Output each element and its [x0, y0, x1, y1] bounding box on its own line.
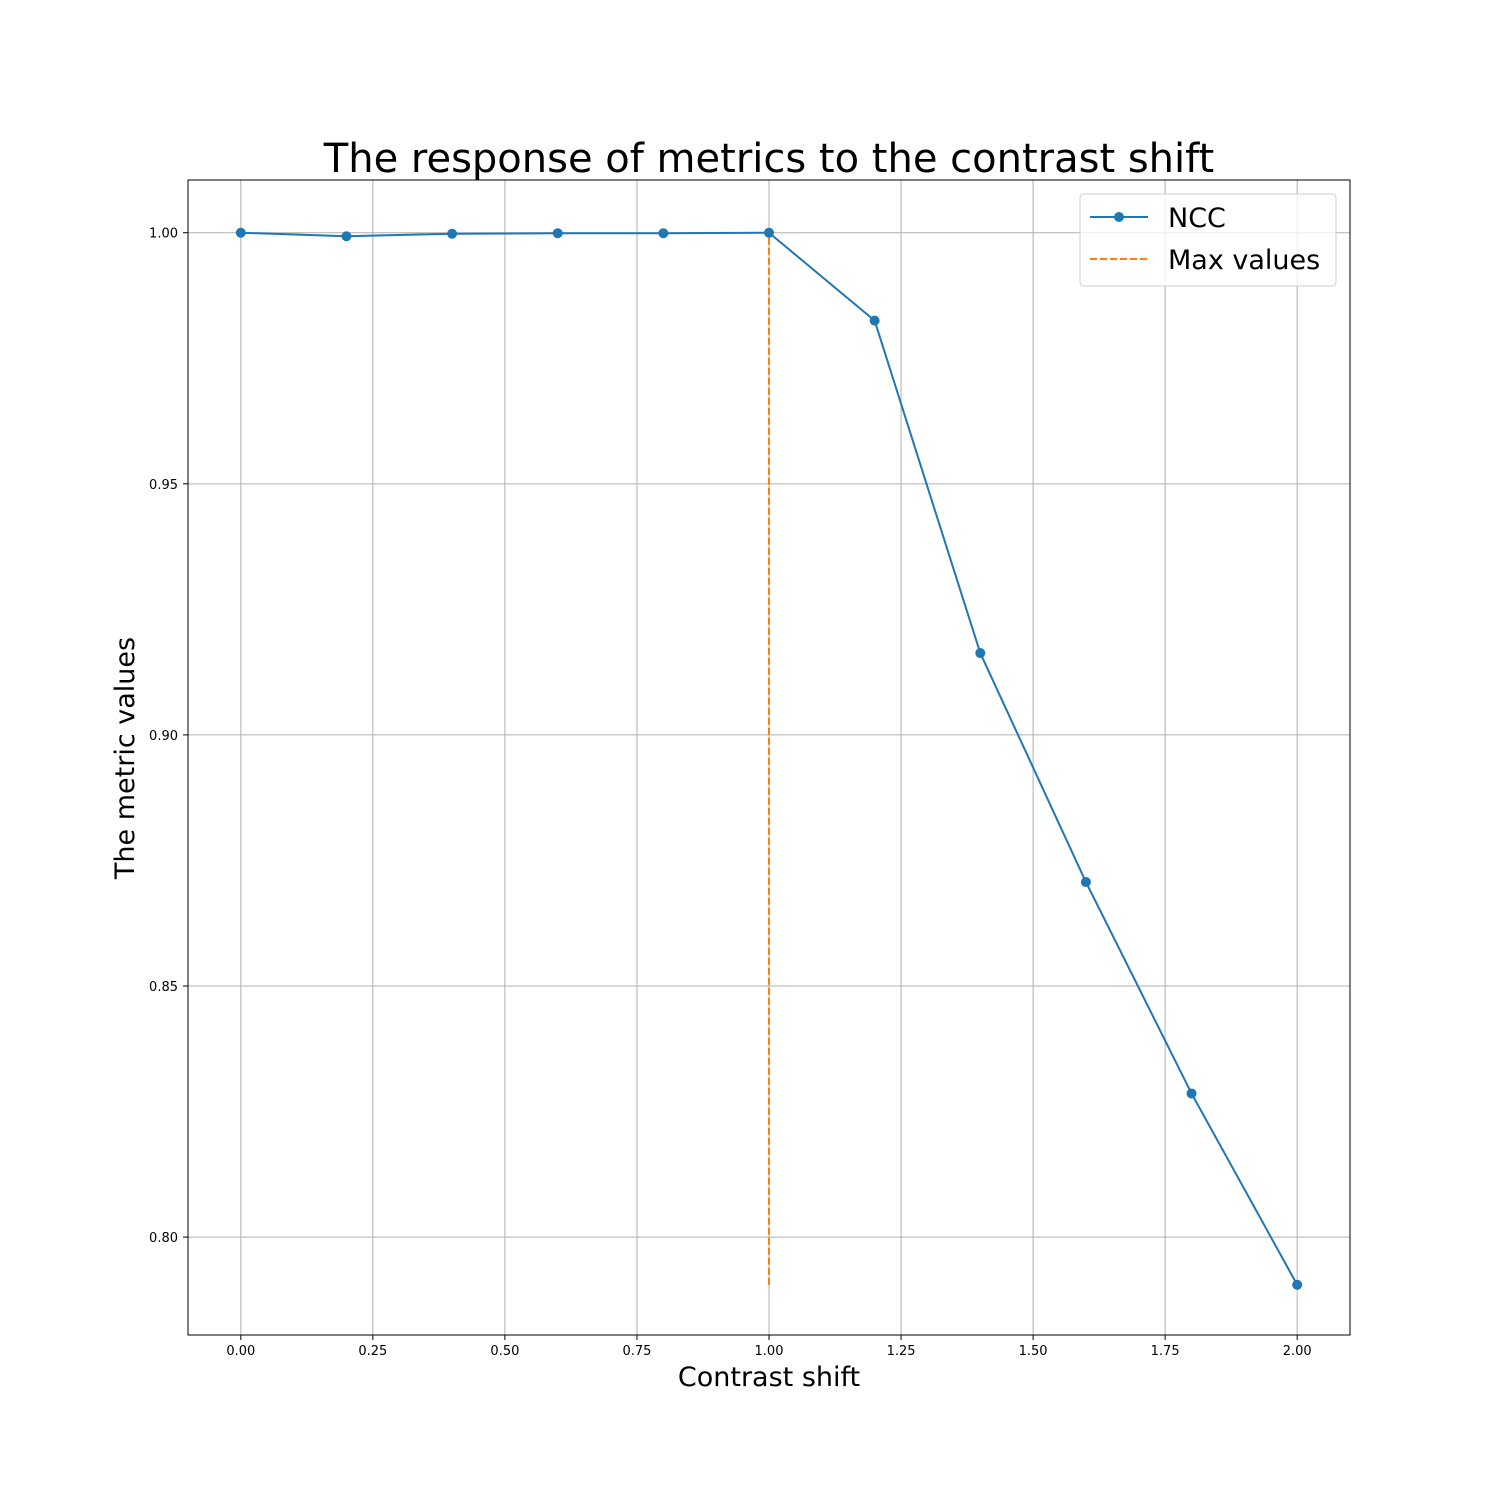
x-tick-label: 0.25 — [358, 1344, 387, 1359]
y-tick-label: 0.90 — [149, 729, 178, 744]
legend-label-ncc: NCC — [1168, 203, 1226, 234]
x-tick-label: 2.00 — [1283, 1344, 1312, 1359]
y-tick-label: 1.00 — [149, 227, 178, 242]
legend-marker-ncc — [1114, 212, 1124, 222]
legend: NCC Max values — [1079, 193, 1337, 287]
ncc-data-point — [235, 227, 246, 238]
ncc-data-point — [764, 227, 774, 238]
y-tick-label: 0.85 — [149, 980, 178, 995]
ncc-data-point — [869, 315, 880, 326]
ncc-data-point — [658, 228, 669, 239]
ncc-data-point — [1186, 1088, 1197, 1099]
ncc-data-point — [975, 648, 986, 659]
ncc-data-point — [1292, 1279, 1303, 1290]
ncc-data-point — [1080, 877, 1091, 888]
x-tick-label: 1.50 — [1019, 1344, 1048, 1359]
ncc-data-point — [552, 228, 563, 239]
x-tick-label: 1.00 — [755, 1344, 784, 1359]
ncc-data-point — [341, 231, 352, 242]
y-axis-label: The metric values — [110, 637, 141, 880]
x-axis-label: Contrast shift — [678, 1362, 860, 1393]
x-tick-label: 0.50 — [490, 1344, 519, 1359]
y-tick-label: 0.80 — [149, 1231, 178, 1246]
x-tick-label: 0.00 — [226, 1344, 255, 1359]
ticks-layer: 0.00 0.25 0.50 0.75 1.00 1.25 1.50 1.75 2.00 0.80… — [149, 227, 1312, 1359]
y-tick-label: 0.95 — [149, 478, 178, 493]
ncc-data-point — [447, 228, 458, 239]
x-tick-label: 1.75 — [1151, 1344, 1180, 1359]
legend-label-max-values: Max values — [1168, 245, 1320, 276]
chart-title: The response of metrics to the contrast … — [323, 136, 1214, 182]
series-layer — [235, 227, 1303, 1290]
x-tick-label: 1.25 — [887, 1344, 916, 1359]
x-tick-label: 0.75 — [622, 1344, 651, 1359]
